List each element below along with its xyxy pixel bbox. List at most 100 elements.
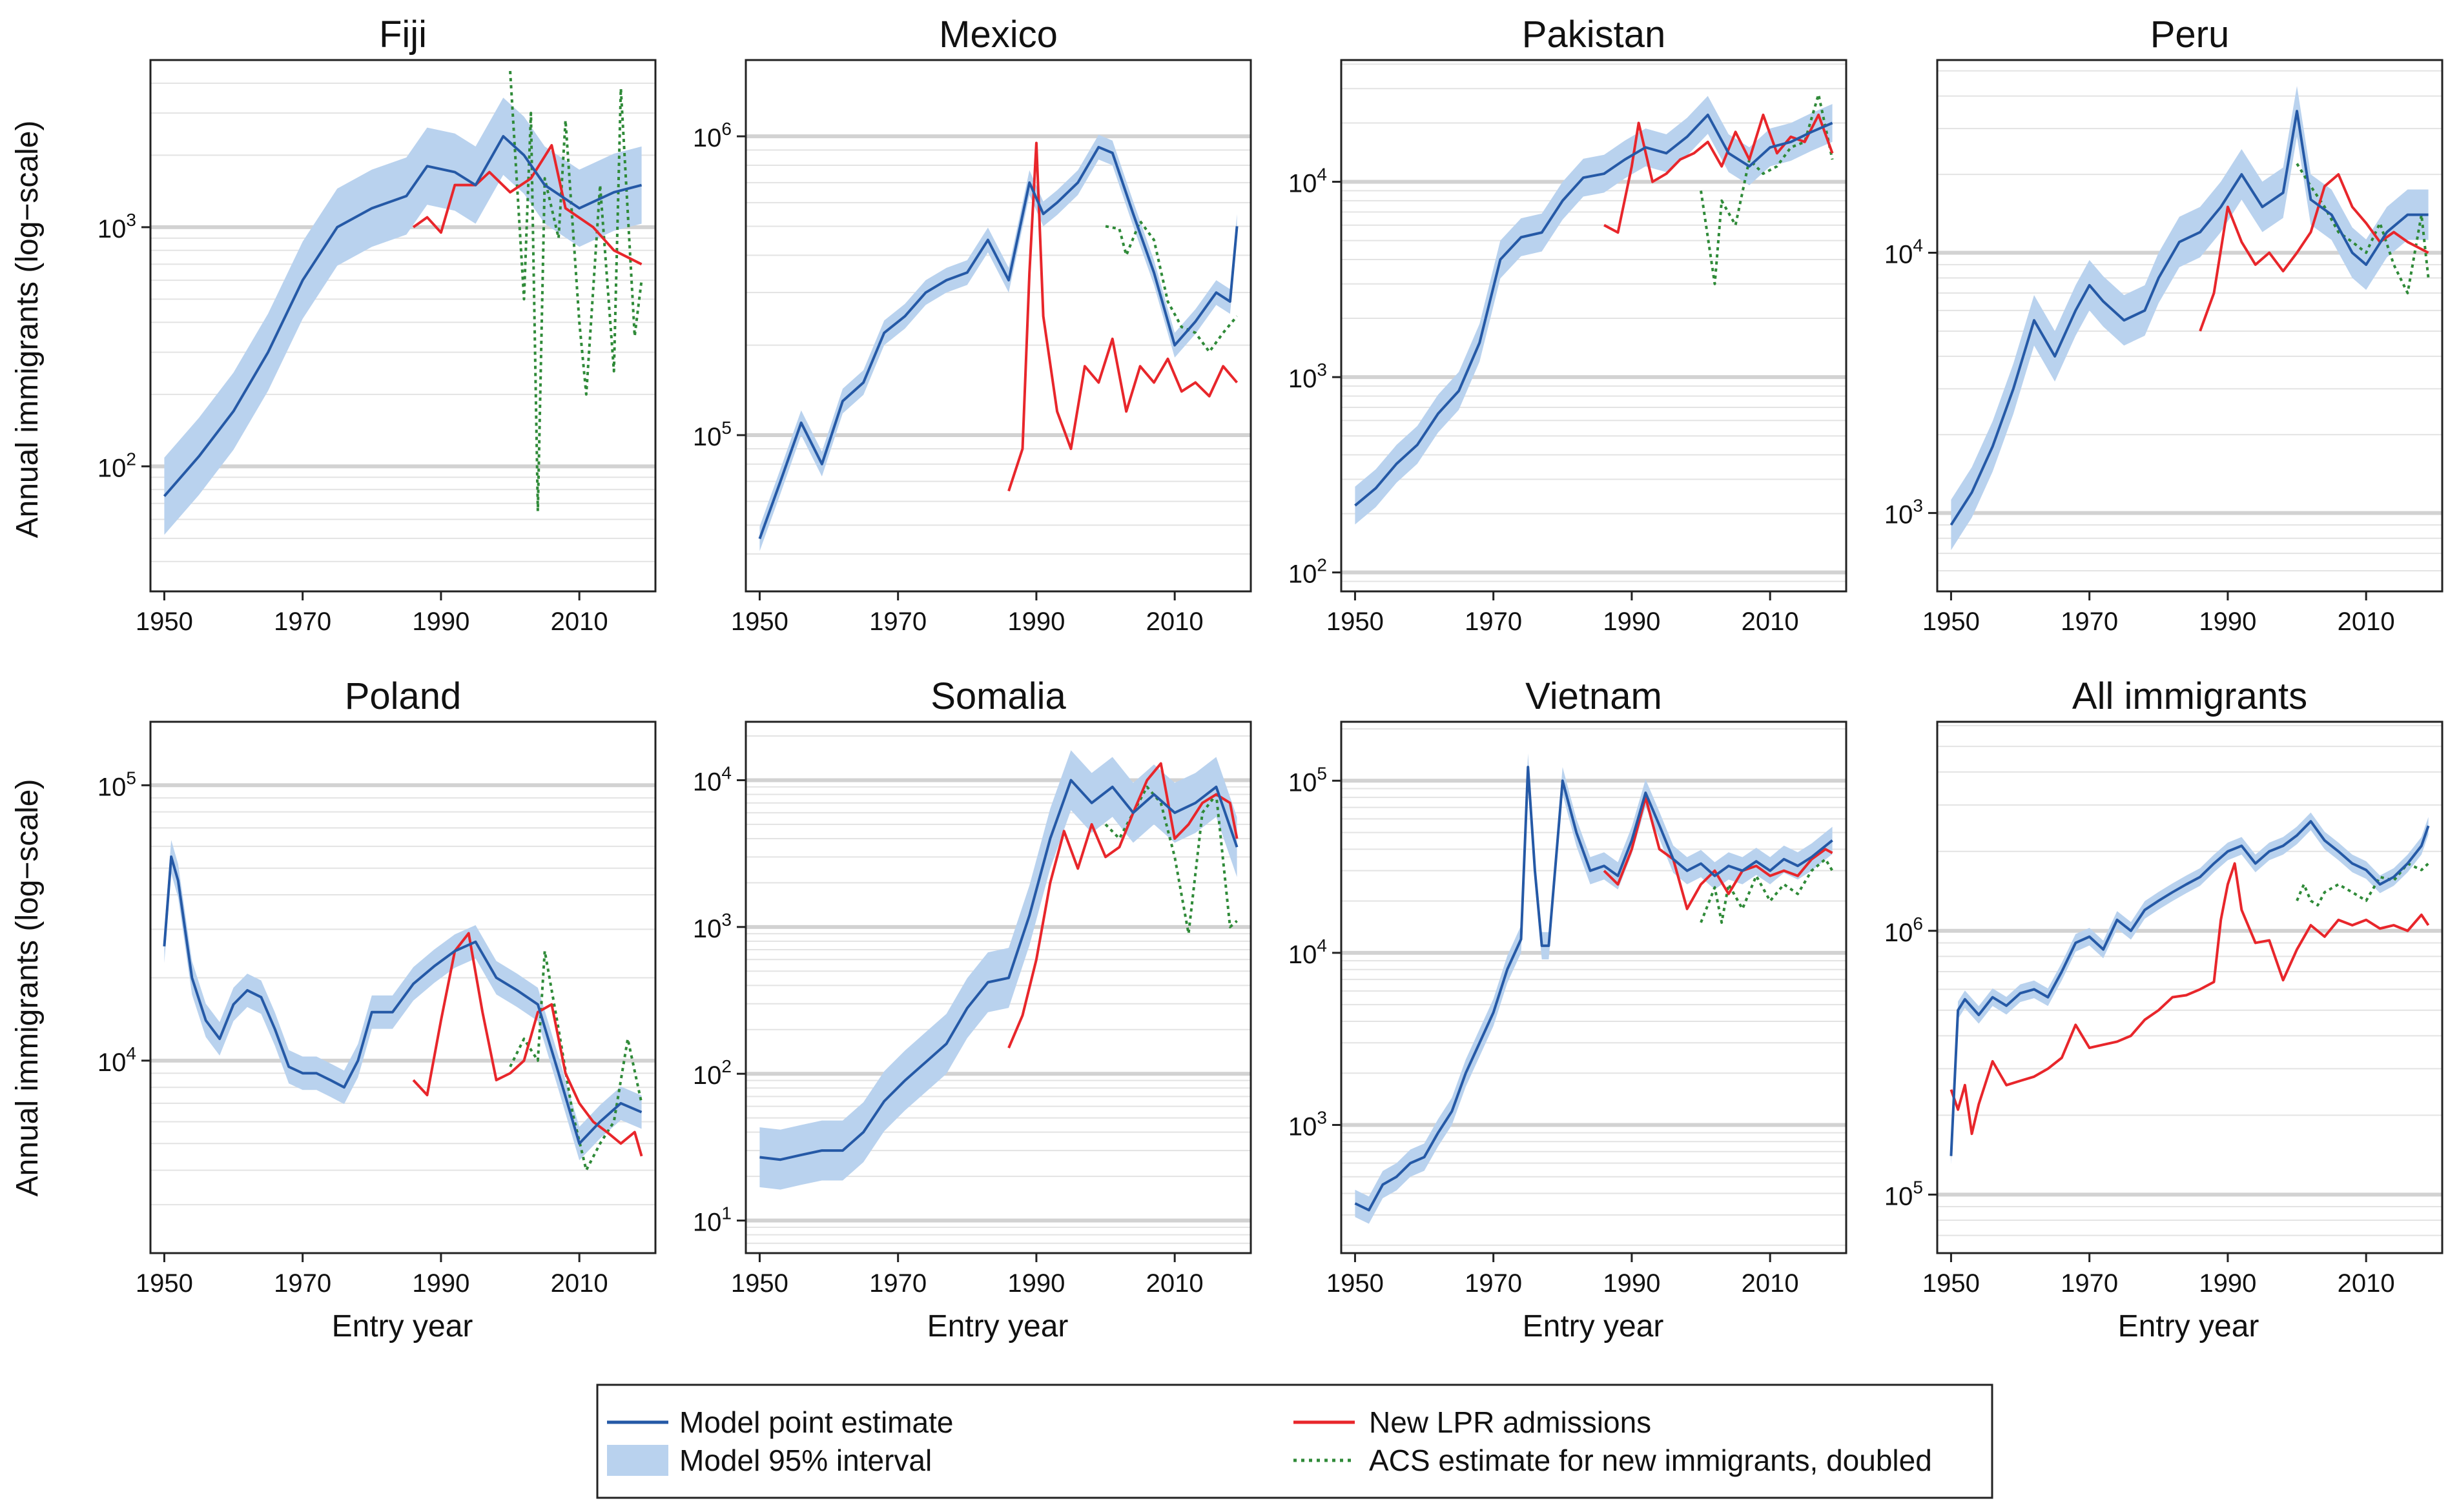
model-line: [1354, 113, 1833, 507]
plot-frame: [1340, 59, 1847, 593]
legend-frame: [596, 1384, 1993, 1499]
x-tick-label: 1990: [2199, 1269, 2256, 1298]
lpr-line: [1007, 141, 1239, 492]
series: [1354, 753, 1834, 1224]
x-tick-label: 1990: [1007, 608, 1065, 636]
x-tick-label: 1950: [1326, 608, 1384, 636]
gridlines: [1341, 63, 1846, 591]
lpr-line: [1603, 113, 1834, 234]
lpr-line: [1603, 796, 1833, 910]
plot-frame: [1936, 59, 2444, 593]
x-tick-label: 1950: [1922, 608, 1980, 636]
gridlines: [150, 783, 655, 1253]
y-tick-label: 103: [98, 210, 136, 243]
series: [758, 134, 1239, 551]
series: [163, 70, 643, 535]
x-tick-label: 1990: [412, 608, 469, 636]
series: [1354, 93, 1834, 525]
x-tick-label: 1970: [274, 608, 331, 636]
panel-title: All immigrants: [2072, 675, 2307, 717]
panel-title: Vietnam: [1525, 675, 1662, 717]
plot-frame: [745, 59, 1252, 593]
x-tick-label: 1970: [2061, 608, 2118, 636]
x-tick-label: 1970: [2061, 1269, 2118, 1298]
y-tick-label: 103: [693, 910, 732, 943]
x-tick-label: 1950: [1326, 1269, 1384, 1298]
model-line: [1354, 766, 1833, 1212]
acs-line: [1700, 93, 1834, 285]
series: [1950, 812, 2430, 1165]
y-tick-label: 106: [693, 119, 732, 152]
x-tick-label: 1970: [869, 1269, 927, 1298]
legend-label-acs: ACS estimate for new immigrants, doubled: [1369, 1444, 1932, 1477]
series: [1950, 86, 2430, 551]
plot-frame: [1340, 720, 1847, 1254]
x-tick-label: 2010: [2338, 608, 2395, 636]
y-tick-label: 102: [693, 1056, 732, 1090]
legend-label-model-interval: Model 95% interval: [679, 1444, 932, 1477]
plot-frame: [149, 720, 657, 1254]
model-interval-band: [759, 750, 1237, 1190]
panel-title: Fiji: [379, 14, 427, 56]
plot-frame: [149, 59, 657, 593]
gridlines: [1937, 724, 2442, 1253]
y-tick-label: 103: [1288, 360, 1327, 393]
panel-poland: Poland 1950 1970 1990 2010 104 105: [98, 675, 657, 1298]
x-tick-label: 2010: [1146, 608, 1204, 636]
x-tick-label: 1950: [1922, 1269, 1980, 1298]
x-tick-label: 1970: [1465, 1269, 1522, 1298]
x-tick-label: 1970: [1465, 608, 1522, 636]
gridlines: [150, 60, 655, 591]
model-line: [758, 145, 1239, 540]
model-interval-band: [164, 97, 642, 535]
x-tick-label: 2010: [2338, 1269, 2395, 1298]
y-tick-label: 102: [1288, 555, 1327, 589]
model-interval-band: [1355, 96, 1833, 525]
acs-line: [1105, 220, 1239, 353]
gridlines: [1937, 70, 2442, 591]
series: [759, 750, 1239, 1190]
x-tick-label: 1990: [1007, 1269, 1065, 1298]
x-tick-label: 1990: [1603, 1269, 1660, 1298]
panel-title: Somalia: [931, 675, 1066, 717]
x-axis-label-poland: Entry year: [332, 1309, 473, 1343]
panel-fiji: Fiji 1950 1970 1990 2010 102 103: [98, 14, 657, 636]
panel-pakistan: Pakistan 1950 1970 1990 2010 102 103 104: [1288, 14, 1847, 636]
y-axis-label-bottom: Annual immigrants (log−scale): [10, 779, 45, 1197]
y-tick-label: 105: [98, 768, 136, 801]
y-tick-label: 104: [1288, 165, 1327, 198]
panel-vietnam: Vietnam 1950 1970 1990 2010 103 104 105: [1288, 675, 1847, 1298]
y-axis-label-top: Annual immigrants (log−scale): [10, 121, 45, 538]
x-tick-label: 1990: [1603, 608, 1660, 636]
x-axis-label-vietnam: Entry year: [1523, 1309, 1664, 1343]
y-tick-label: 105: [1884, 1177, 1923, 1211]
x-tick-label: 1950: [731, 608, 788, 636]
x-tick-label: 1990: [412, 1269, 469, 1298]
series: [163, 840, 643, 1172]
panel-all-immigrants: All immigrants 1950 1970 1990 2010 105 106: [1884, 675, 2444, 1298]
panel-title: Peru: [2150, 14, 2230, 56]
lpr-line: [1950, 862, 2430, 1136]
x-tick-label: 2010: [1742, 1269, 1799, 1298]
y-tick-label: 103: [1884, 496, 1923, 529]
x-tick-label: 2010: [551, 1269, 608, 1298]
y-tick-label: 102: [98, 449, 136, 482]
model-interval-band: [1951, 86, 2429, 551]
panel-title: Mexico: [939, 14, 1058, 56]
x-tick-label: 2010: [1146, 1269, 1204, 1298]
panel-title: Pakistan: [1522, 14, 1665, 56]
lpr-line: [412, 932, 643, 1157]
gridlines: [746, 134, 1251, 591]
x-tick-label: 2010: [1742, 608, 1799, 636]
x-tick-label: 1990: [2199, 608, 2256, 636]
y-tick-label: 104: [693, 762, 732, 796]
x-tick-label: 1950: [731, 1269, 788, 1298]
acs-line: [509, 70, 643, 513]
plot-frame: [1936, 720, 2444, 1254]
lpr-line: [2199, 173, 2429, 332]
x-tick-label: 1970: [274, 1269, 331, 1298]
model-line: [163, 855, 643, 1145]
panel-somalia: Somalia 1950 1970 1990 2010 101 102 103 104: [693, 675, 1252, 1298]
y-tick-label: 105: [1288, 763, 1327, 797]
